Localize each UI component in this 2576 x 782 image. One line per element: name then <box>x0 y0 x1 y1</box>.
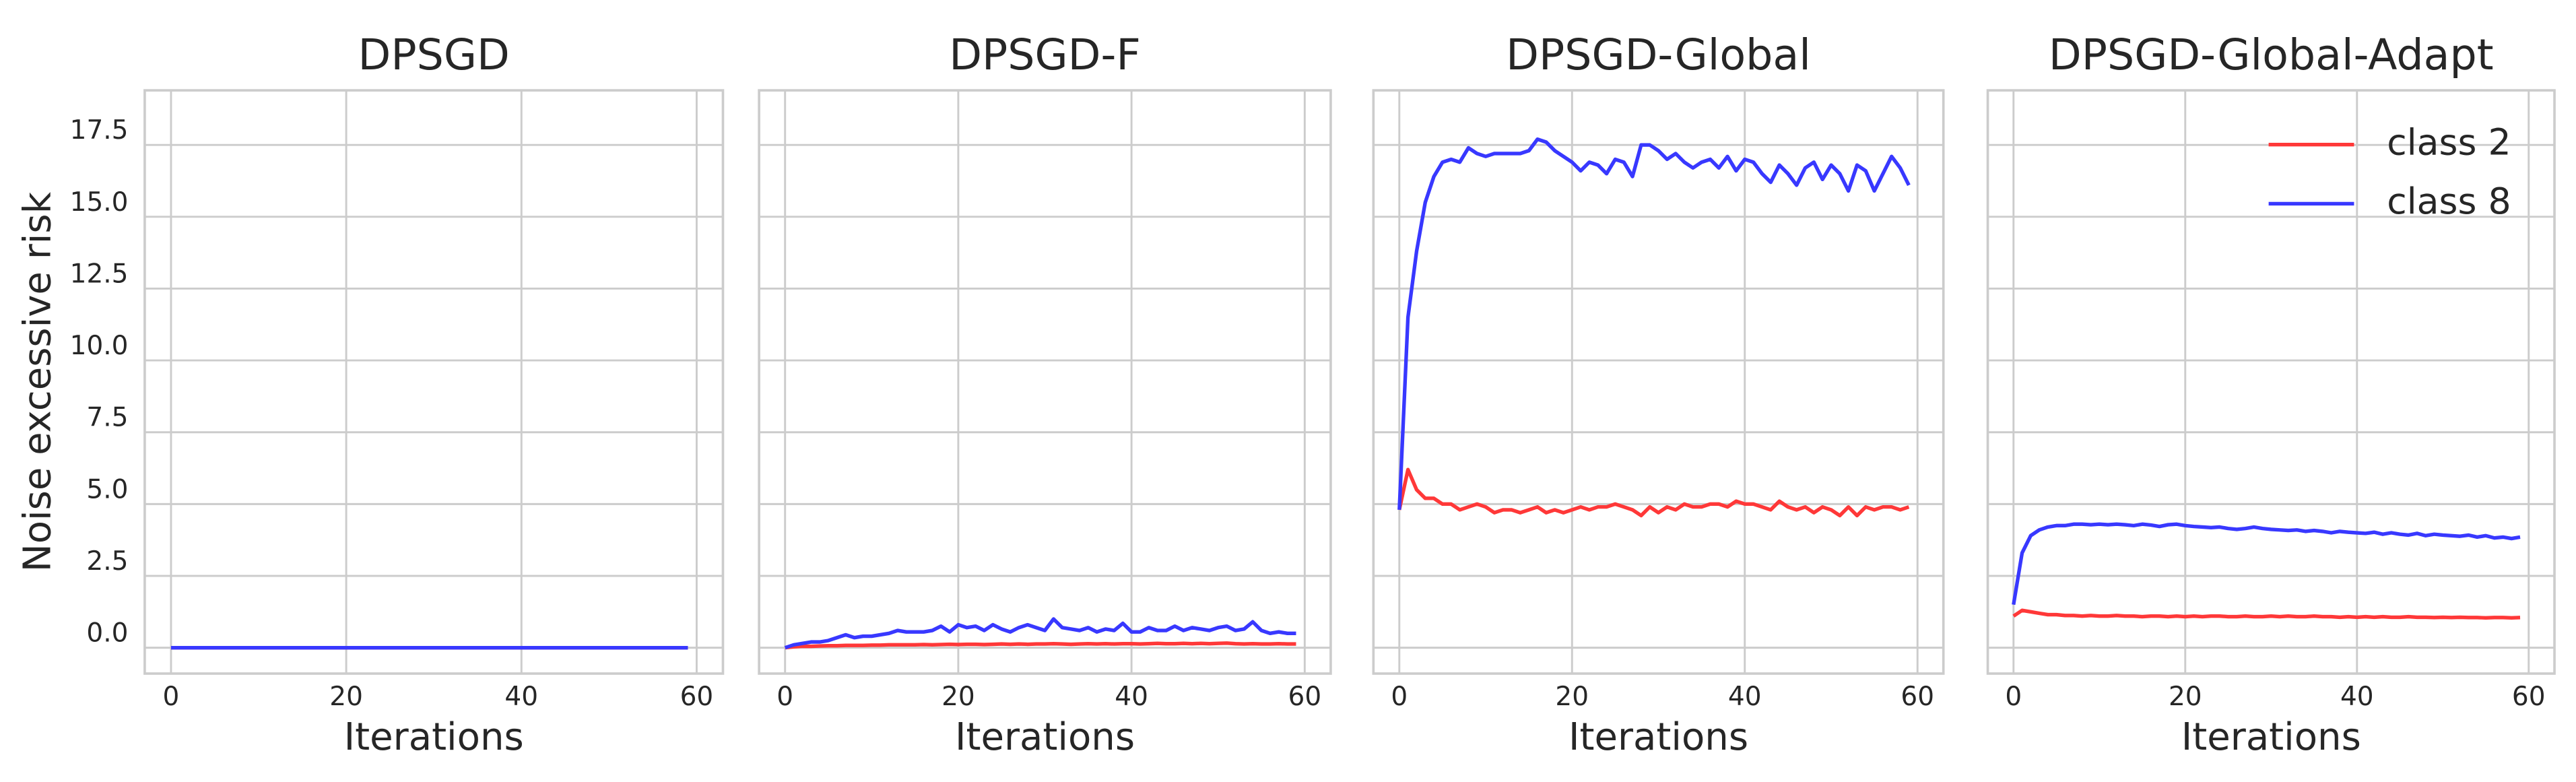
line-series <box>1397 467 1910 518</box>
x-tick-label: 60 <box>1288 682 1322 712</box>
line-series <box>2012 522 2521 606</box>
subplot: 0 20 40 60 DPSGD-Global-Adapt Iterations class… <box>1986 30 2556 759</box>
x-tick-label: 40 <box>504 682 538 712</box>
x-tick-label: 20 <box>329 682 363 712</box>
subplot: 0 20 40 60 DPSGD-F Iterations <box>758 30 1332 759</box>
y-tick-label: 5.0 <box>86 474 128 504</box>
subplot-title: DPSGD-Global-Adapt <box>2049 30 2494 79</box>
subplot: 0.0 2.5 5.0 7.5 10.0 12.5 15.0 17.5 0 20 40 60 DPSGD… <box>15 30 725 759</box>
x-tick-label: 20 <box>942 682 975 712</box>
line-series <box>1397 137 1911 511</box>
x-axis-label: Iterations <box>2181 715 2361 759</box>
y-tick-label: 12.5 <box>70 259 129 289</box>
x-tick-label: 0 <box>2005 682 2022 712</box>
y-tick-label: 2.5 <box>86 546 128 577</box>
plot-area <box>143 89 725 675</box>
subplot-title: DPSGD-Global <box>1506 30 1811 79</box>
x-tick-label: 20 <box>1555 682 1589 712</box>
subplot: 0 20 40 60 DPSGD-Global Iterations <box>1372 30 1945 759</box>
x-tick-label: 20 <box>2169 682 2202 712</box>
x-axis-label: Iterations <box>344 715 524 759</box>
legend-label: class 2 <box>2387 121 2511 163</box>
x-axis-label: Iterations <box>955 715 1135 759</box>
plot-area <box>1372 89 1945 675</box>
y-tick-label: 0.0 <box>86 618 128 649</box>
x-tick-label: 60 <box>2512 682 2546 712</box>
x-axis-label: Iterations <box>1568 715 1748 759</box>
line-series <box>785 641 1296 650</box>
x-tick-label: 40 <box>1728 682 1762 712</box>
y-tick-label: 17.5 <box>70 115 129 145</box>
line-series <box>784 617 1296 650</box>
plot-area <box>1986 89 2556 675</box>
y-axis-label: Noise excessive risk <box>15 191 59 572</box>
x-tick-label: 0 <box>1391 682 1408 712</box>
x-tick-label: 40 <box>1115 682 1148 712</box>
x-tick-label: 0 <box>777 682 793 712</box>
y-tick-label: 7.5 <box>86 403 128 433</box>
legend-label: class 8 <box>2387 180 2511 222</box>
y-tick-label: 15.0 <box>70 187 129 218</box>
line-series <box>2012 608 2521 620</box>
x-tick-label: 60 <box>680 682 714 712</box>
plot-area <box>758 89 1332 675</box>
y-tick-label: 10.0 <box>70 331 129 361</box>
x-tick-label: 0 <box>163 682 180 712</box>
subplot-title: DPSGD-F <box>949 30 1141 79</box>
x-tick-label: 60 <box>1901 682 1934 712</box>
x-tick-label: 40 <box>2340 682 2374 712</box>
subplot-title: DPSGD <box>358 30 510 79</box>
